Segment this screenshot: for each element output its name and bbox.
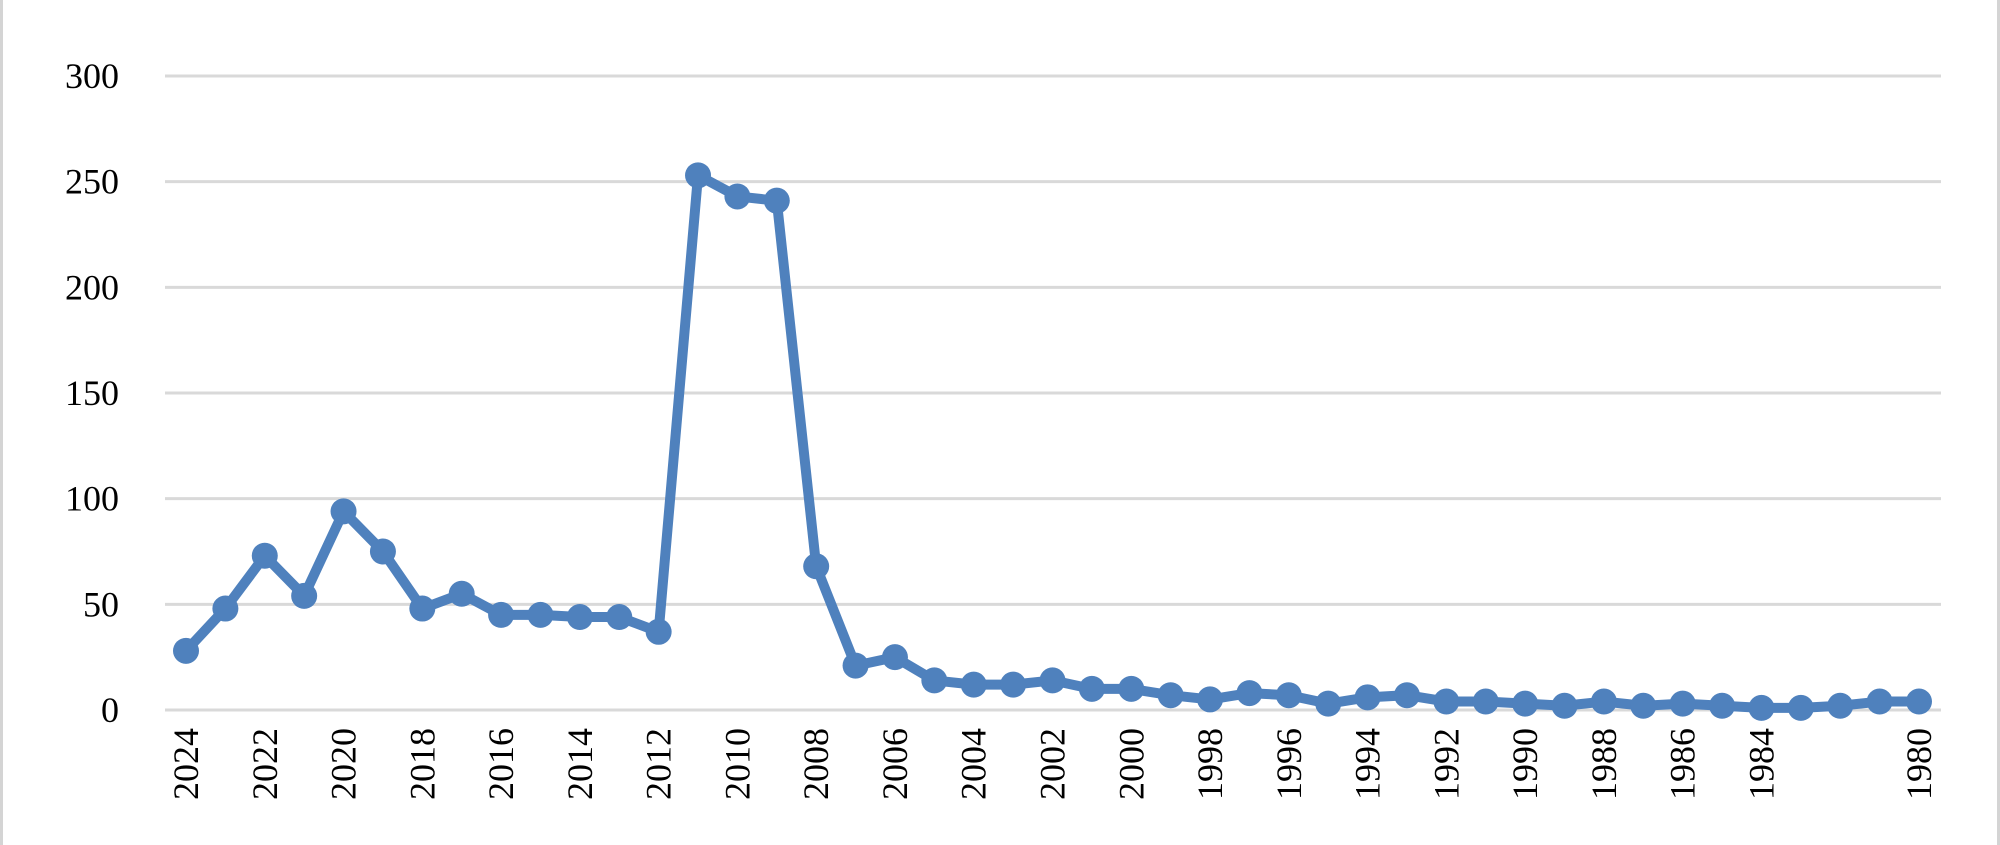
data-point-2014: [566, 604, 593, 631]
data-point-2001: [1078, 675, 1105, 702]
x-tick-label: 1984: [1741, 728, 1781, 800]
x-tick-label: 2010: [717, 728, 757, 800]
x-tick-label: 1996: [1269, 728, 1309, 800]
x-tick-label: 1988: [1584, 728, 1624, 800]
data-point-1987: [1630, 692, 1657, 719]
data-point-2002: [1039, 667, 1066, 694]
data-point-2016: [488, 601, 515, 628]
data-point-1984: [1748, 694, 1775, 721]
data-point-2000: [1118, 675, 1145, 702]
data-point-2004: [960, 671, 987, 698]
x-tick-label: 2002: [1033, 728, 1073, 800]
data-point-1982: [1827, 692, 1854, 719]
data-point-1996: [1275, 682, 1302, 709]
data-point-1992: [1433, 688, 1460, 715]
data-point-1986: [1669, 690, 1696, 717]
x-tick-label: 1980: [1899, 728, 1939, 800]
data-point-2010: [724, 183, 751, 210]
data-point-1981: [1866, 688, 1893, 715]
x-tick-label: 2004: [954, 728, 994, 800]
data-point-2006: [881, 644, 908, 671]
x-tick-label: 1998: [1190, 728, 1230, 800]
x-tick-label: 2000: [1111, 728, 1151, 800]
y-tick-label: 150: [65, 373, 119, 413]
x-tick-label: 2016: [481, 728, 521, 800]
x-tick-label: 2022: [245, 728, 285, 800]
data-point-2003: [1000, 671, 1027, 698]
x-tick-label: 2012: [639, 728, 679, 800]
x-tick-label: 2018: [402, 728, 442, 800]
data-point-2023: [212, 595, 239, 622]
data-point-1990: [1512, 690, 1539, 717]
series-layer: [173, 162, 1932, 721]
data-point-1989: [1551, 692, 1578, 719]
data-point-2007: [842, 652, 869, 679]
x-tick-label: 2020: [324, 728, 364, 800]
y-tick-label: 200: [65, 267, 119, 307]
series-line-0: [181, 170, 1924, 713]
data-point-1985: [1709, 692, 1736, 719]
data-point-2020: [330, 498, 357, 525]
data-point-2005: [921, 667, 948, 694]
data-point-2013: [606, 604, 633, 631]
data-point-1991: [1472, 688, 1499, 715]
data-point-1999: [1157, 682, 1184, 709]
data-point-2017: [448, 580, 475, 607]
y-tick-label: 0: [101, 690, 119, 730]
y-tick-label: 250: [65, 162, 119, 202]
x-tick-label: 1986: [1663, 728, 1703, 800]
x-axis-tick-labels: 2024 2022 2020 2018 2016 2014 2012 2010 2008 2006…: [166, 728, 1939, 800]
x-tick-label: 1992: [1426, 728, 1466, 800]
data-point-2018: [409, 595, 436, 622]
data-point-1983: [1787, 694, 1814, 721]
y-tick-label: 100: [65, 479, 119, 519]
y-tick-label: 50: [83, 584, 119, 624]
x-tick-label: 2024: [166, 728, 206, 800]
data-point-2019: [369, 538, 396, 565]
data-point-1988: [1590, 688, 1617, 715]
data-point-2015: [527, 601, 554, 628]
data-point-1998: [1197, 686, 1224, 713]
data-point-2008: [803, 553, 830, 580]
x-tick-label: 2014: [560, 728, 600, 800]
data-point-2024: [173, 637, 199, 664]
data-point-2012: [645, 618, 672, 645]
data-point-1994: [1354, 684, 1381, 711]
data-point-2009: [763, 187, 790, 214]
x-tick-label: 2006: [875, 728, 915, 800]
data-point-1980: [1906, 688, 1932, 715]
x-tick-label: 2008: [796, 728, 836, 800]
y-tick-label: 300: [65, 56, 119, 96]
x-tick-label: 1994: [1348, 728, 1388, 800]
x-tick-label: 1990: [1505, 728, 1545, 800]
data-point-2011: [685, 162, 712, 189]
data-point-2022: [251, 542, 278, 569]
data-point-1993: [1393, 682, 1420, 709]
y-axis-tick-labels: 0 50 100 150 200 250 300: [65, 56, 119, 730]
data-point-1995: [1315, 690, 1342, 717]
data-point-1997: [1236, 680, 1263, 707]
data-point-2021: [291, 582, 318, 609]
